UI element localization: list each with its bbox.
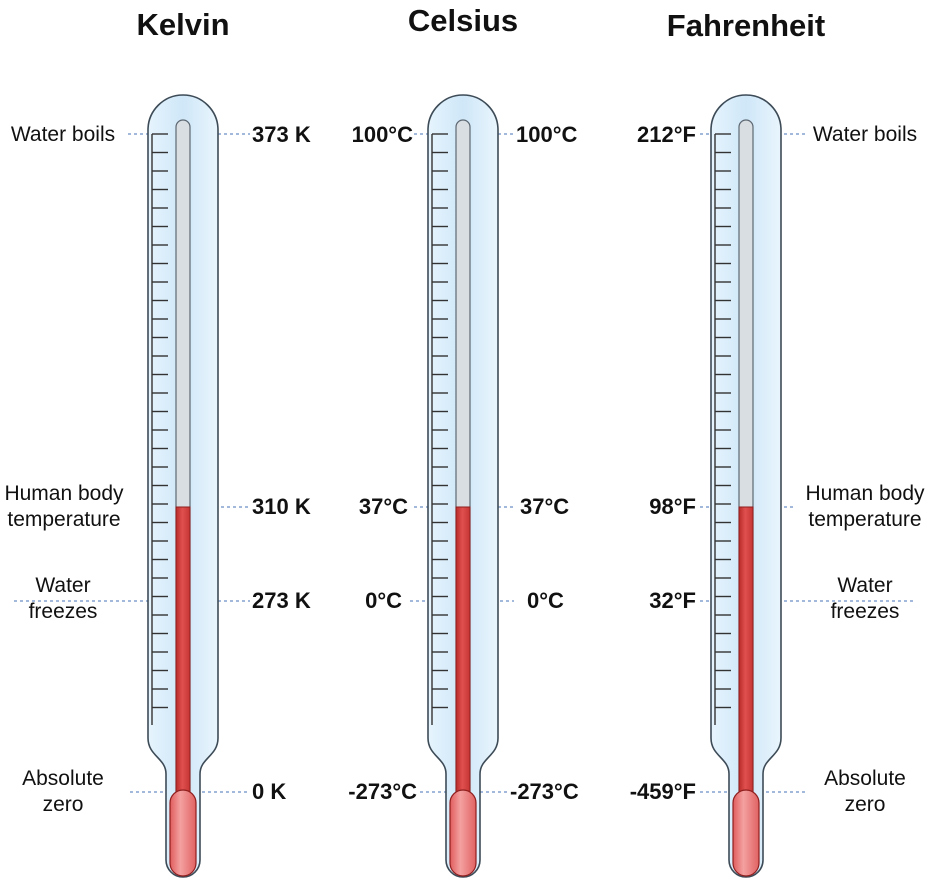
- label-water-freezes-left-2: freezes: [29, 600, 98, 623]
- label-body-temp-right-1: Human body: [805, 482, 925, 505]
- celsius-right-value-freezes: 0°C: [527, 588, 564, 613]
- kelvin-liquid-column: [175, 506, 191, 798]
- label-absolute-zero-left-2: zero: [43, 793, 84, 816]
- celsius-bulb: [449, 789, 477, 877]
- fahrenheit-title: Fahrenheit: [667, 8, 825, 43]
- fahrenheit-tick-scale: [714, 133, 731, 725]
- celsius-liquid-column: [455, 506, 471, 798]
- celsius-right-value-boils: 100°C: [516, 122, 578, 147]
- label-body-temp-left-2: temperature: [7, 508, 120, 531]
- label-water-freezes-right-1: Water: [837, 574, 892, 597]
- celsius-title: Celsius: [408, 3, 518, 38]
- fahrenheit-value-body: 98°F: [649, 494, 696, 519]
- kelvin-value-zero: 0 K: [252, 779, 286, 804]
- celsius-left-value-freezes: 0°C: [365, 588, 402, 613]
- label-water-boils-right: Water boils: [813, 123, 917, 146]
- label-absolute-zero-right-1: Absolute: [824, 767, 906, 790]
- fahrenheit-value-freezes: 32°F: [649, 588, 696, 613]
- kelvin-value-body: 310 K: [252, 494, 311, 519]
- celsius-left-value-body: 37°C: [359, 494, 408, 519]
- kelvin-tick-scale: [151, 133, 168, 725]
- label-water-freezes-right-2: freezes: [831, 600, 900, 623]
- fahrenheit-value-boils: 212°F: [637, 122, 696, 147]
- celsius-left-value-zero: -273°C: [348, 779, 417, 804]
- label-body-temp-right-2: temperature: [808, 508, 921, 531]
- celsius-left-value-boils: 100°C: [352, 122, 414, 147]
- label-water-boils-left: Water boils: [11, 123, 115, 146]
- fahrenheit-liquid-column: [738, 506, 754, 798]
- celsius-right-value-body: 37°C: [520, 494, 569, 519]
- fahrenheit-thermometer: [710, 94, 782, 878]
- label-absolute-zero-left-1: Absolute: [22, 767, 104, 790]
- kelvin-thermometer: [147, 94, 219, 878]
- kelvin-value-boils: 373 K: [252, 122, 311, 147]
- fahrenheit-value-zero: -459°F: [630, 779, 696, 804]
- fahrenheit-bulb: [732, 789, 760, 877]
- kelvin-bulb: [169, 789, 197, 877]
- label-body-temp-left-1: Human body: [4, 482, 124, 505]
- label-water-freezes-left-1: Water: [35, 574, 90, 597]
- label-absolute-zero-right-2: zero: [845, 793, 886, 816]
- celsius-right-value-zero: -273°C: [510, 779, 579, 804]
- celsius-tick-scale: [431, 133, 448, 725]
- kelvin-title: Kelvin: [136, 7, 229, 42]
- kelvin-value-freezes: 273 K: [252, 588, 311, 613]
- celsius-thermometer: [427, 94, 499, 878]
